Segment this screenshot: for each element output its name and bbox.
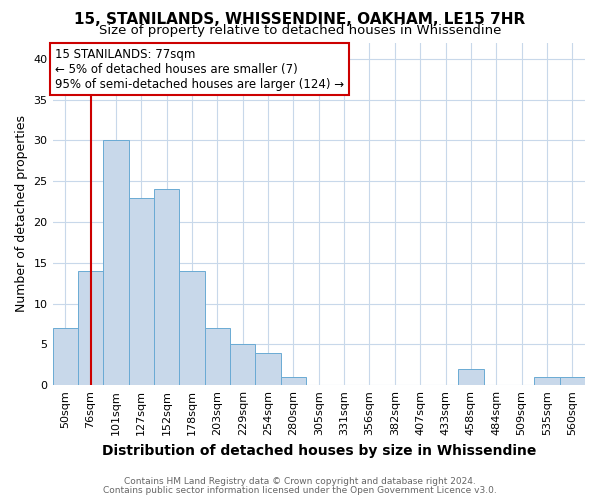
Text: 15, STANILANDS, WHISSENDINE, OAKHAM, LE15 7HR: 15, STANILANDS, WHISSENDINE, OAKHAM, LE1… [74, 12, 526, 28]
Bar [281, 377, 306, 385]
X-axis label: Distribution of detached houses by size in Whissendine: Distribution of detached houses by size … [101, 444, 536, 458]
Bar [78, 271, 103, 385]
Bar [205, 328, 230, 385]
Bar [103, 140, 128, 385]
Bar [230, 344, 256, 385]
Bar [128, 198, 154, 385]
Bar [179, 271, 205, 385]
Bar [560, 377, 585, 385]
Text: 15 STANILANDS: 77sqm
← 5% of detached houses are smaller (7)
95% of semi-detache: 15 STANILANDS: 77sqm ← 5% of detached ho… [55, 48, 344, 90]
Bar [256, 352, 281, 385]
Bar [154, 190, 179, 385]
Bar [53, 328, 78, 385]
Text: Size of property relative to detached houses in Whissendine: Size of property relative to detached ho… [99, 24, 501, 37]
Text: Contains public sector information licensed under the Open Government Licence v3: Contains public sector information licen… [103, 486, 497, 495]
Text: Contains HM Land Registry data © Crown copyright and database right 2024.: Contains HM Land Registry data © Crown c… [124, 477, 476, 486]
Bar [458, 369, 484, 385]
Y-axis label: Number of detached properties: Number of detached properties [15, 116, 28, 312]
Bar [534, 377, 560, 385]
